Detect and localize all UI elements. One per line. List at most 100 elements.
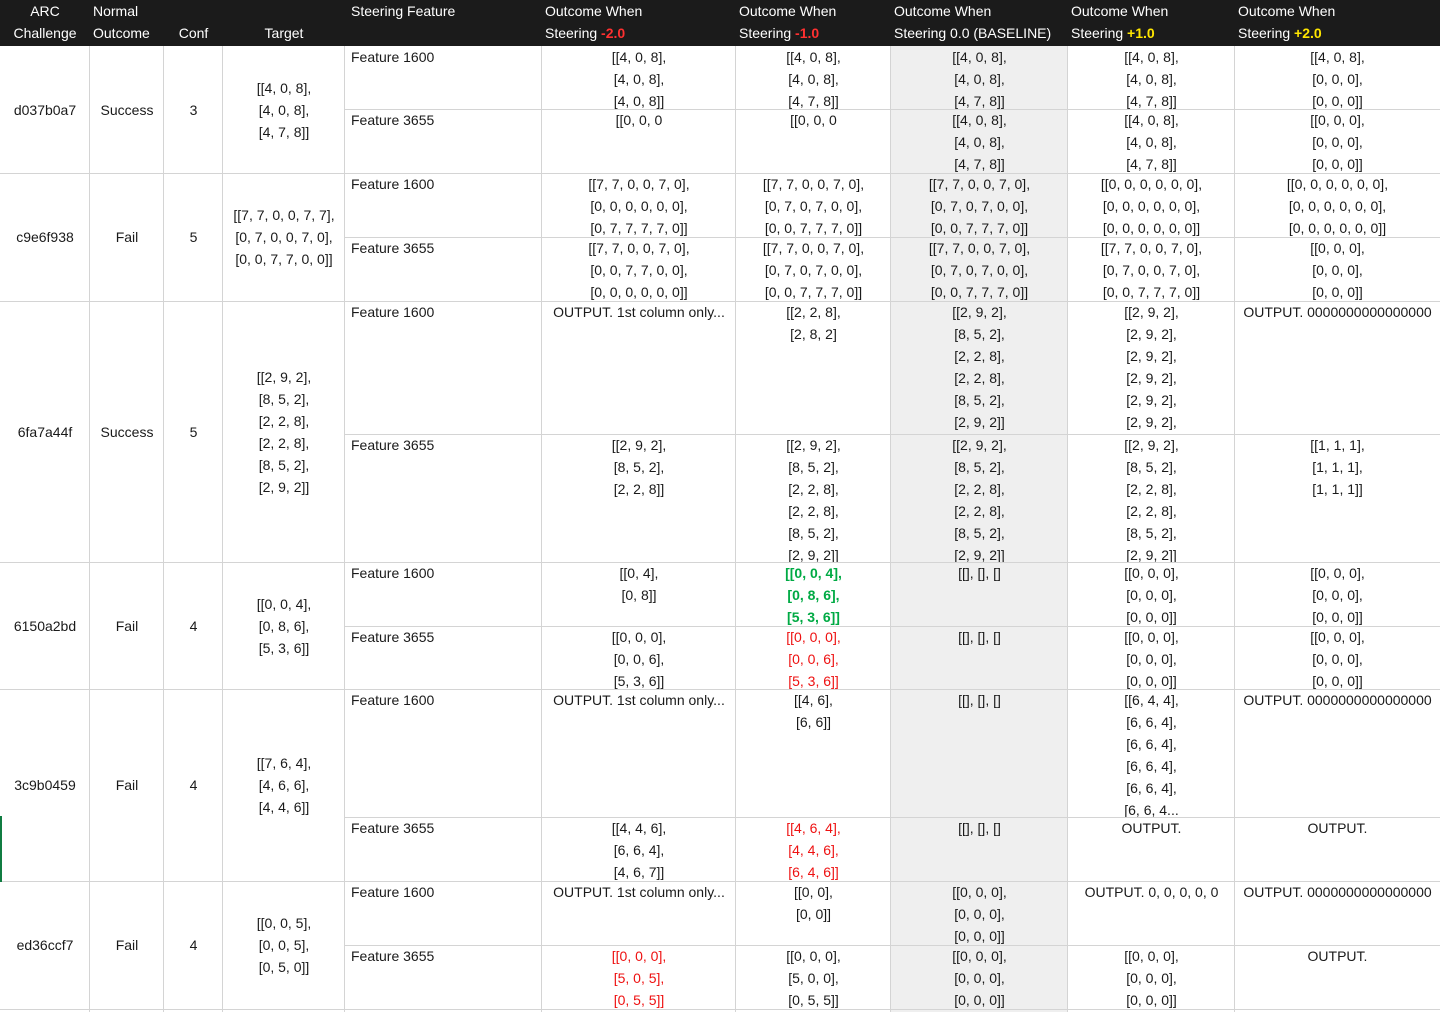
header-steer-m2[interactable]: Outcome When Steering -2.0 — [545, 3, 643, 41]
outcome-cell-p2[interactable]: [[0, 0, 0], [0, 0, 0], [0, 0, 0]] — [1235, 626, 1440, 689]
outcome-cell-p1[interactable]: OUTPUT. — [1068, 817, 1235, 881]
outcome-cell-p2[interactable]: [[4, 0, 8], [0, 0, 0], [0, 0, 0]] — [1235, 46, 1440, 109]
outcome-cell-p1[interactable]: [[4, 0, 8], [4, 0, 8], [4, 7, 8]] — [1068, 46, 1235, 109]
outcome-cell-z[interactable]: [[], [], [] — [891, 562, 1068, 626]
outcome-cell-p1[interactable]: [[0, 0, 0, 0, 0, 0], [0, 0, 0, 0, 0, 0], [… — [1068, 173, 1235, 237]
conf-cell[interactable]: 4 — [164, 689, 223, 881]
outcome-cell-m2[interactable]: [[4, 0, 8], [4, 0, 8], [4, 0, 8]] — [542, 46, 736, 109]
steering-feature-cell[interactable]: Feature 3655 — [345, 817, 542, 881]
outcome-cell-m2[interactable]: [[7, 7, 0, 0, 7, 0], [0, 0, 7, 7, 0, 0], [… — [542, 237, 736, 301]
conf-cell[interactable]: 4 — [164, 881, 223, 1009]
header-steer-p2[interactable]: Outcome When Steering +2.0 — [1238, 3, 1336, 41]
outcome-cell-z[interactable]: [[2, 9, 2], [8, 5, 2], [2, 2, 8], [2, 2, 8]… — [891, 301, 1068, 434]
outcome-cell-p1[interactable]: [[0, 0, 0], [0, 0, 0], [0, 0, 0]] — [1068, 945, 1235, 1009]
target-cell[interactable]: [[4, 0, 8], [4, 0, 8], [4, 7, 8]] — [223, 46, 345, 173]
challenge-id-cell[interactable]: c9e6f938 — [0, 173, 90, 301]
steering-feature-cell[interactable]: Feature 1600 — [345, 881, 542, 945]
header-normal-outcome[interactable]: Normal Outcome — [93, 3, 150, 41]
outcome-cell-p2[interactable]: OUTPUT. 0000000000000000 — [1235, 301, 1440, 434]
outcome-cell-p1[interactable]: [[2, 9, 2], [8, 5, 2], [2, 2, 8], [2, 2, 8]… — [1068, 434, 1235, 562]
steering-feature-cell[interactable]: Feature 3655 — [345, 945, 542, 1009]
outcome-cell-m2[interactable]: [[0, 0, 0], [0, 0, 6], [5, 3, 6]] — [542, 626, 736, 689]
target-cell[interactable]: [[0, 0, 4], [0, 8, 6], [5, 3, 6]] — [223, 562, 345, 689]
outcome-cell-p2[interactable]: OUTPUT. 0000000000000000 — [1235, 689, 1440, 817]
outcome-cell-z[interactable]: [[0, 0, 0], [0, 0, 0], [0, 0, 0]] — [891, 945, 1068, 1009]
outcome-cell-z[interactable]: [[], [], [] — [891, 626, 1068, 689]
conf-cell[interactable]: 4 — [164, 562, 223, 689]
header-steer-m1[interactable]: Outcome When Steering -1.0 — [739, 3, 837, 41]
steering-feature-cell[interactable]: Feature 3655 — [345, 626, 542, 689]
outcome-cell-m2[interactable]: [[2, 9, 2], [8, 5, 2], [2, 2, 8]] — [542, 434, 736, 562]
outcome-cell-m1[interactable]: [[0, 0, 0], [0, 0, 6], [5, 3, 6]] — [736, 626, 891, 689]
outcome-cell-m1[interactable]: [[2, 2, 8], [2, 8, 2] — [736, 301, 891, 434]
outcome-cell-z[interactable]: [[2, 9, 2], [8, 5, 2], [2, 2, 8], [2, 2, 8]… — [891, 434, 1068, 562]
outcome-cell-p2[interactable]: OUTPUT. 0000000000000000 — [1235, 881, 1440, 945]
challenge-id-cell[interactable]: 6fa7a44f — [0, 301, 90, 562]
outcome-cell-m1[interactable]: [[7, 7, 0, 0, 7, 0], [0, 7, 0, 7, 0, 0], [… — [736, 173, 891, 237]
target-cell[interactable]: [[7, 7, 0, 0, 7, 7], [0, 7, 0, 0, 7, 0], [… — [223, 173, 345, 301]
challenge-id-cell[interactable]: 6150a2bd — [0, 562, 90, 689]
challenge-id-cell[interactable]: d037b0a7 — [0, 46, 90, 173]
outcome-cell-z[interactable]: [[], [], [] — [891, 689, 1068, 817]
outcome-cell-m1[interactable]: [[0, 0], [0, 0]] — [736, 881, 891, 945]
outcome-cell-p1[interactable]: [[6, 4, 4], [6, 6, 4], [6, 6, 4], [6, 6, 4]… — [1068, 689, 1235, 817]
header-target[interactable]: Target — [264, 25, 304, 41]
outcome-cell-z[interactable]: [[7, 7, 0, 0, 7, 0], [0, 7, 0, 7, 0, 0], [… — [891, 237, 1068, 301]
outcome-cell-m2[interactable]: [[0, 4], [0, 8]] — [542, 562, 736, 626]
header-steer-baseline[interactable]: Outcome When Steering 0.0 (BASELINE) — [894, 3, 1052, 41]
challenge-id-cell[interactable]: ed36ccf7 — [0, 881, 90, 1009]
target-cell[interactable]: [[0, 0, 5], [0, 0, 5], [0, 5, 0]] — [223, 881, 345, 1009]
outcome-cell-m2[interactable]: [[4, 4, 6], [6, 6, 4], [4, 6, 7]] — [542, 817, 736, 881]
outcome-cell-m2[interactable]: OUTPUT. 1st column only... — [542, 881, 736, 945]
normal-outcome-cell[interactable]: Success — [90, 301, 164, 562]
outcome-cell-m1[interactable]: [[0, 0, 0], [5, 0, 0], [0, 5, 5]] — [736, 945, 891, 1009]
outcome-cell-z[interactable]: [[4, 0, 8], [4, 0, 8], [4, 7, 8]] — [891, 109, 1068, 173]
outcome-cell-p2[interactable]: [[0, 0, 0], [0, 0, 0], [0, 0, 0]] — [1235, 562, 1440, 626]
outcome-cell-m1[interactable]: [[4, 6], [6, 6]] — [736, 689, 891, 817]
outcome-cell-p2[interactable]: [[0, 0, 0], [0, 0, 0], [0, 0, 0]] — [1235, 237, 1440, 301]
header-steering-feature[interactable]: Steering Feature — [351, 3, 456, 19]
outcome-cell-p2[interactable]: [[0, 0, 0, 0, 0, 0], [0, 0, 0, 0, 0, 0], [… — [1235, 173, 1440, 237]
outcome-cell-p2[interactable]: [[0, 0, 0], [0, 0, 0], [0, 0, 0]] — [1235, 109, 1440, 173]
outcome-cell-p1[interactable]: [[0, 0, 0], [0, 0, 0], [0, 0, 0]] — [1068, 562, 1235, 626]
target-cell[interactable]: [[7, 6, 4], [4, 6, 6], [4, 4, 6]] — [223, 689, 345, 881]
steering-feature-cell[interactable]: Feature 1600 — [345, 689, 542, 817]
outcome-cell-p2[interactable]: OUTPUT. — [1235, 817, 1440, 881]
outcome-cell-p1[interactable]: OUTPUT. 0, 0, 0, 0, 0 — [1068, 881, 1235, 945]
header-steer-p1[interactable]: Outcome When Steering +1.0 — [1071, 3, 1169, 41]
outcome-cell-p1[interactable]: [[7, 7, 0, 0, 7, 0], [0, 7, 0, 0, 7, 0], [… — [1068, 237, 1235, 301]
normal-outcome-cell[interactable]: Fail — [90, 689, 164, 881]
outcome-cell-m1[interactable]: [[0, 0, 0 — [736, 109, 891, 173]
target-cell[interactable]: [[2, 9, 2], [8, 5, 2], [2, 2, 8], [2, 2, 8]… — [223, 301, 345, 562]
outcome-cell-m1[interactable]: [[7, 7, 0, 0, 7, 0], [0, 7, 0, 7, 0, 0], [… — [736, 237, 891, 301]
outcome-cell-p1[interactable]: [[2, 9, 2], [2, 9, 2], [2, 9, 2], [2, 9, 2]… — [1068, 301, 1235, 434]
outcome-cell-p2[interactable]: OUTPUT. — [1235, 945, 1440, 1009]
conf-cell[interactable]: 5 — [164, 173, 223, 301]
outcome-cell-m1[interactable]: [[4, 0, 8], [4, 0, 8], [4, 7, 8]] — [736, 46, 891, 109]
outcome-cell-m2[interactable]: [[0, 0, 0], [5, 0, 5], [0, 5, 5]] — [542, 945, 736, 1009]
normal-outcome-cell[interactable]: Fail — [90, 562, 164, 689]
outcome-cell-p1[interactable]: [[4, 0, 8], [4, 0, 8], [4, 7, 8]] — [1068, 109, 1235, 173]
outcome-cell-m1[interactable]: [[4, 6, 4], [4, 4, 6], [6, 4, 6]] — [736, 817, 891, 881]
steering-feature-cell[interactable]: Feature 1600 — [345, 46, 542, 109]
outcome-cell-m2[interactable]: OUTPUT. 1st column only... — [542, 301, 736, 434]
conf-cell[interactable]: 5 — [164, 301, 223, 562]
normal-outcome-cell[interactable]: Success — [90, 46, 164, 173]
outcome-cell-p1[interactable]: [[0, 0, 0], [0, 0, 0], [0, 0, 0]] — [1068, 626, 1235, 689]
steering-feature-cell[interactable]: Feature 3655 — [345, 434, 542, 562]
steering-feature-cell[interactable]: Feature 1600 — [345, 301, 542, 434]
steering-feature-cell[interactable]: Feature 1600 — [345, 173, 542, 237]
steering-feature-cell[interactable]: Feature 1600 — [345, 562, 542, 626]
conf-cell[interactable]: 3 — [164, 46, 223, 173]
header-conf[interactable]: Conf — [178, 25, 209, 41]
outcome-cell-z[interactable]: [[], [], [] — [891, 817, 1068, 881]
outcome-cell-z[interactable]: [[4, 0, 8], [4, 0, 8], [4, 7, 8]] — [891, 46, 1068, 109]
outcome-cell-m2[interactable]: OUTPUT. 1st column only... — [542, 689, 736, 817]
outcome-cell-p2[interactable]: [[1, 1, 1], [1, 1, 1], [1, 1, 1]] — [1235, 434, 1440, 562]
outcome-cell-m2[interactable]: [[7, 7, 0, 0, 7, 0], [0, 0, 0, 0, 0, 0], [… — [542, 173, 736, 237]
outcome-cell-m1[interactable]: [[2, 9, 2], [8, 5, 2], [2, 2, 8], [2, 2, 8]… — [736, 434, 891, 562]
normal-outcome-cell[interactable]: Fail — [90, 173, 164, 301]
outcome-cell-z[interactable]: [[7, 7, 0, 0, 7, 0], [0, 7, 0, 7, 0, 0], [… — [891, 173, 1068, 237]
header-challenge[interactable]: ARC Challenge — [13, 3, 77, 41]
outcome-cell-m2[interactable]: [[0, 0, 0 — [542, 109, 736, 173]
